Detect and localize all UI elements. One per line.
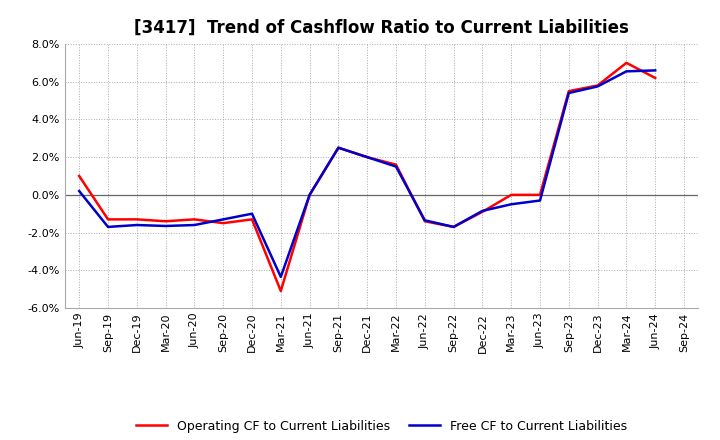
Operating CF to Current Liabilities [593, 83, 602, 88]
Free CF to Current Liabilities [248, 211, 256, 216]
Free CF to Current Liabilities [392, 164, 400, 169]
Free CF to Current Liabilities [161, 224, 170, 229]
Operating CF to Current Liabilities [420, 219, 429, 224]
Operating CF to Current Liabilities [219, 220, 228, 226]
Operating CF to Current Liabilities [305, 192, 314, 198]
Free CF to Current Liabilities [420, 218, 429, 223]
Operating CF to Current Liabilities [564, 88, 573, 94]
Operating CF to Current Liabilities [449, 224, 458, 230]
Operating CF to Current Liabilities [104, 217, 112, 222]
Operating CF to Current Liabilities [248, 217, 256, 222]
Free CF to Current Liabilities [276, 274, 285, 279]
Operating CF to Current Liabilities [276, 288, 285, 293]
Line: Operating CF to Current Liabilities: Operating CF to Current Liabilities [79, 63, 655, 291]
Title: [3417]  Trend of Cashflow Ratio to Current Liabilities: [3417] Trend of Cashflow Ratio to Curren… [134, 19, 629, 37]
Free CF to Current Liabilities [334, 145, 343, 150]
Operating CF to Current Liabilities [334, 145, 343, 150]
Free CF to Current Liabilities [651, 68, 660, 73]
Free CF to Current Liabilities [104, 224, 112, 230]
Free CF to Current Liabilities [449, 224, 458, 230]
Free CF to Current Liabilities [622, 69, 631, 74]
Free CF to Current Liabilities [564, 90, 573, 95]
Operating CF to Current Liabilities [75, 173, 84, 179]
Free CF to Current Liabilities [305, 192, 314, 198]
Free CF to Current Liabilities [75, 188, 84, 194]
Free CF to Current Liabilities [478, 208, 487, 213]
Operating CF to Current Liabilities [161, 219, 170, 224]
Free CF to Current Liabilities [507, 202, 516, 207]
Legend: Operating CF to Current Liabilities, Free CF to Current Liabilities: Operating CF to Current Liabilities, Fre… [131, 414, 632, 437]
Free CF to Current Liabilities [363, 154, 372, 160]
Free CF to Current Liabilities [593, 84, 602, 89]
Line: Free CF to Current Liabilities: Free CF to Current Liabilities [79, 70, 655, 277]
Operating CF to Current Liabilities [651, 75, 660, 81]
Free CF to Current Liabilities [132, 222, 141, 227]
Operating CF to Current Liabilities [622, 60, 631, 66]
Operating CF to Current Liabilities [507, 192, 516, 198]
Operating CF to Current Liabilities [536, 192, 544, 198]
Free CF to Current Liabilities [190, 222, 199, 227]
Operating CF to Current Liabilities [478, 209, 487, 214]
Operating CF to Current Liabilities [190, 217, 199, 222]
Operating CF to Current Liabilities [363, 154, 372, 160]
Operating CF to Current Liabilities [132, 217, 141, 222]
Operating CF to Current Liabilities [392, 162, 400, 167]
Free CF to Current Liabilities [536, 198, 544, 203]
Free CF to Current Liabilities [219, 217, 228, 222]
